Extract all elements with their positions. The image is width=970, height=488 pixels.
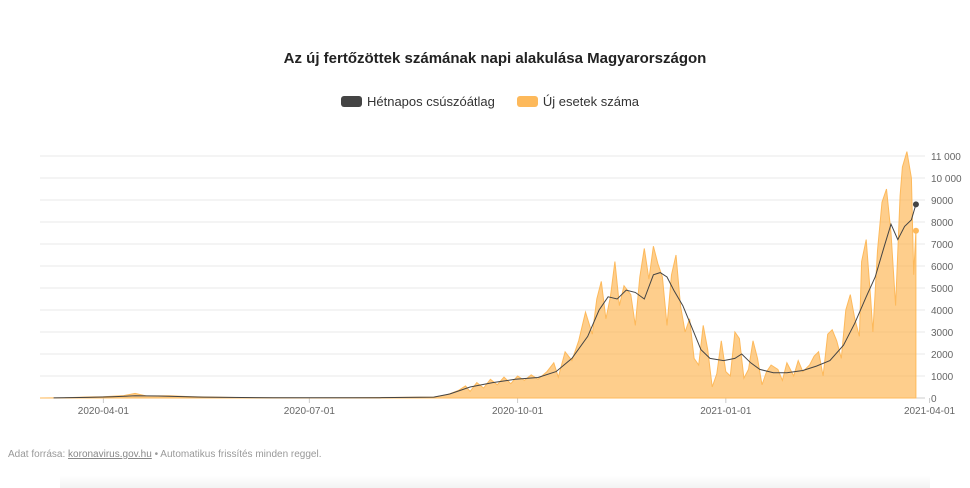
chart-title: Az új fertőzöttek számának napi alakulás… xyxy=(283,50,707,67)
x-tick-label: 2020-07-01 xyxy=(284,406,336,417)
avg-end-point xyxy=(912,201,919,208)
cases-area xyxy=(39,151,917,399)
y-tick-label: 2000 xyxy=(931,350,954,361)
x-tick-label: 2020-10-01 xyxy=(492,406,544,417)
y-tick-label: 0 xyxy=(931,394,937,405)
legend-label-cases: Új esetek száma xyxy=(542,94,639,109)
source-link[interactable]: koronavirus.gov.hu xyxy=(68,449,152,460)
y-tick-label: 9000 xyxy=(931,196,954,207)
legend-label-avg: Hétnapos csúszóátlag xyxy=(366,94,495,109)
source-suffix: • Automatikus frissítés minden reggel. xyxy=(154,449,322,460)
x-tick-label: 2021-04-01 xyxy=(904,406,956,417)
source-prefix: Adat forrása: xyxy=(8,449,66,460)
y-tick-label: 7000 xyxy=(931,240,954,251)
y-tick-label: 4000 xyxy=(931,306,954,317)
legend-swatch-avg xyxy=(340,96,362,107)
y-tick-label: 11 000 xyxy=(931,152,961,163)
y-tick-label: 3000 xyxy=(931,328,954,339)
chart-plot: 0 1000 2000 3000 4000 5000 6000 7000 8000 9000 10 … xyxy=(39,151,962,417)
chart-legend: Hétnapos csúszóátlag Új esetek száma xyxy=(0,94,970,109)
legend-item-avg[interactable]: Hétnapos csúszóátlag xyxy=(340,94,495,109)
y-tick-label: 10 000 xyxy=(931,174,962,185)
x-tick-label: 2021-01-01 xyxy=(700,406,752,417)
bottom-shadow xyxy=(60,476,930,488)
y-tick-label: 5000 xyxy=(931,284,954,295)
avg-line xyxy=(53,204,917,399)
y-tick-label: 1000 xyxy=(931,372,954,383)
legend-swatch-cases xyxy=(516,96,538,107)
source-note: Adat forrása: koronavirus.gov.hu • Autom… xyxy=(8,449,322,460)
y-tick-label: 6000 xyxy=(931,262,954,273)
x-tick-label: 2020-04-01 xyxy=(78,406,130,417)
legend-item-cases[interactable]: Új esetek száma xyxy=(516,94,639,109)
y-tick-label: 8000 xyxy=(931,218,954,229)
cases-end-point xyxy=(912,227,919,234)
